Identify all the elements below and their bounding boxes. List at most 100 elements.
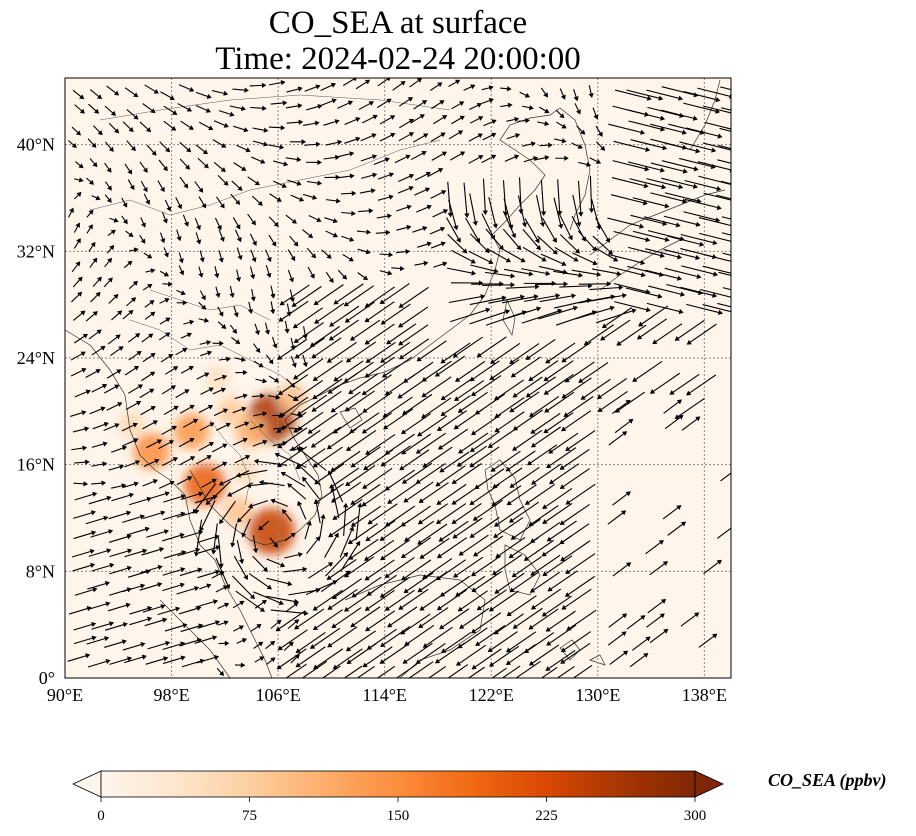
wind-arrow <box>180 623 204 633</box>
wind-arrow <box>285 214 297 224</box>
wind-arrow <box>506 595 537 617</box>
wind-arrow <box>508 501 540 523</box>
wind-arrow <box>88 548 112 557</box>
wind-arrow <box>129 616 153 626</box>
wind-arrow <box>146 439 163 449</box>
wind-arrow <box>164 623 188 632</box>
wind-arrow <box>608 123 646 135</box>
wind-arrow <box>139 582 163 591</box>
wind-arrow <box>612 491 631 506</box>
wind-arrow <box>545 342 576 364</box>
wind-arrow <box>179 404 195 414</box>
wind-arrow <box>413 133 429 143</box>
lat-tick-label: 40°N <box>17 135 55 155</box>
wind-arrow <box>201 478 217 488</box>
wind-arrow <box>560 631 591 653</box>
wind-arrow <box>501 248 526 263</box>
wind-arrow <box>217 306 224 317</box>
wind-arrow <box>436 589 467 611</box>
wind-arrow <box>591 268 622 277</box>
wind-arrow <box>211 461 228 471</box>
colorbar-tick-label: 225 <box>535 808 558 824</box>
wind-arrow <box>398 324 429 346</box>
wind-arrow <box>543 360 574 382</box>
wind-arrow <box>342 502 349 536</box>
wind-arrow <box>161 385 176 395</box>
wind-arrow <box>362 114 378 124</box>
wind-arrow <box>331 578 363 600</box>
wind-arrow <box>197 569 221 579</box>
wind-arrow <box>71 291 83 303</box>
wind-arrow <box>502 228 522 251</box>
wind-arrow <box>614 418 634 434</box>
wind-arrow <box>142 604 166 613</box>
wind-arrow <box>588 175 595 213</box>
wind-arrow <box>629 178 667 190</box>
wind-arrow <box>139 234 146 244</box>
wind-arrow <box>180 120 194 130</box>
wind-arrow <box>721 232 731 236</box>
wind-arrow <box>481 98 494 104</box>
wind-arrow <box>491 485 522 507</box>
wind-arrow <box>127 526 150 536</box>
wind-arrow <box>91 441 108 448</box>
wind-arrow <box>309 325 340 347</box>
wind-arrow <box>253 591 284 606</box>
wind-arrow <box>382 356 413 378</box>
wind-arrow <box>111 483 127 489</box>
wind-arrow <box>517 117 530 124</box>
wind-arrow <box>721 107 731 111</box>
wind-arrow <box>680 286 718 298</box>
wind-arrow <box>559 283 593 289</box>
wind-arrow <box>700 288 731 298</box>
wind-arrow <box>280 471 306 487</box>
wind-arrow <box>469 516 500 538</box>
wind-arrow <box>652 323 683 345</box>
wind-arrow <box>176 300 188 306</box>
wind-arrow <box>230 193 241 205</box>
wind-arrow <box>431 151 447 161</box>
wind-arrow <box>434 355 466 377</box>
wind-arrow <box>90 291 101 303</box>
wind-arrow <box>451 503 482 524</box>
wind-arrow <box>435 559 467 581</box>
wind-arrow <box>325 552 349 577</box>
wind-arrow <box>662 505 682 520</box>
latitude-tick-labels: 0° 8°N 16°N 24°N 32°N 40°N <box>17 135 55 688</box>
wind-arrow <box>339 526 354 558</box>
wind-arrow <box>284 552 303 559</box>
wind-arrow <box>103 384 120 394</box>
wind-arrow <box>684 179 722 192</box>
wind-arrow <box>197 157 209 169</box>
wind-arrow <box>265 640 276 650</box>
wind-arrow <box>559 448 590 470</box>
wind-arrow <box>412 226 428 233</box>
wind-arrow <box>279 284 310 306</box>
wind-arrow <box>398 173 415 183</box>
wind-arrow <box>589 157 602 164</box>
wind-arrow <box>471 648 502 670</box>
wind-arrow <box>489 359 520 381</box>
wind-arrow <box>719 127 731 132</box>
wind-arrow <box>241 518 251 538</box>
wind-arrow <box>607 217 645 229</box>
wind-arrow <box>236 247 243 261</box>
wind-arrow <box>72 548 95 558</box>
wind-arrow <box>646 178 684 190</box>
wind-arrow <box>144 617 168 627</box>
wind-arrow <box>265 354 274 365</box>
wind-arrow <box>286 119 304 125</box>
wind-arrow <box>559 503 590 525</box>
wind-arrow <box>295 646 326 668</box>
wind-arrow <box>362 646 393 668</box>
wind-arrow <box>625 287 663 299</box>
wind-arrow <box>528 644 560 666</box>
wind-arrow <box>400 613 431 635</box>
wind-arrow <box>159 270 169 277</box>
wind-arrow <box>323 119 340 126</box>
wind-arrow <box>439 575 471 597</box>
wind-arrow <box>144 300 155 308</box>
wind-arrow <box>490 342 521 364</box>
wind-arrow <box>716 194 731 200</box>
wind-arrow <box>357 248 371 255</box>
